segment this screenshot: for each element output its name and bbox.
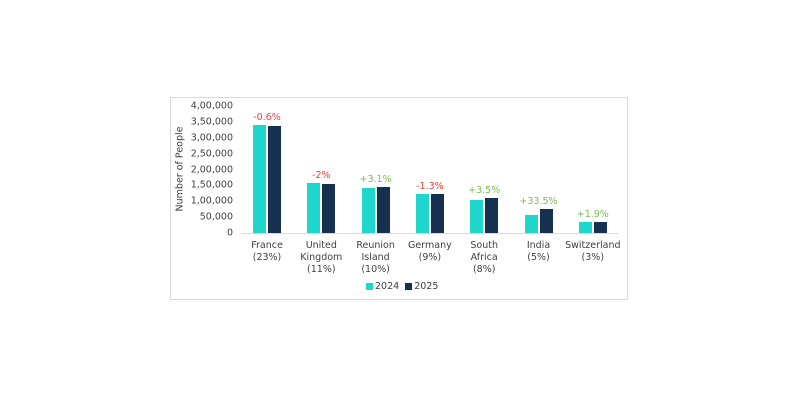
bar-2024: [524, 214, 538, 233]
legend-label-2024: 2024: [375, 281, 400, 292]
bar-2025: [322, 183, 336, 233]
legend: 2024 2025: [366, 281, 438, 292]
bar-2024: [361, 188, 375, 233]
category-label: France (23%): [251, 240, 283, 263]
y-tick-label: 0: [226, 227, 233, 239]
category-label: United Kingdom (11%): [300, 240, 343, 275]
y-tick-label: 3,50,000: [190, 116, 233, 128]
y-tick-label: 1,50,000: [190, 179, 233, 191]
y-tick-label: 50,000: [199, 211, 233, 223]
change-label: +3.1%: [359, 173, 392, 185]
y-tick-label: 1,00,000: [190, 195, 233, 207]
change-label: -1.3%: [416, 180, 444, 192]
legend-swatch-2024: [366, 283, 373, 290]
y-axis: 0 50,000 1,00,000 1,50,000 2,00,000 2,50,000 3…: [180, 0, 233, 400]
change-label: +33.5%: [519, 195, 558, 207]
bar-2025: [593, 221, 607, 233]
category-label: South Africa (8%): [470, 240, 498, 275]
bar-2024: [578, 222, 592, 233]
legend-label-2025: 2025: [414, 281, 439, 292]
category-label: Germany (9%): [408, 240, 452, 263]
category-label: Switzerland (3%): [565, 240, 621, 263]
change-label: -0.6%: [253, 112, 281, 124]
bar-2024: [415, 193, 429, 233]
change-label: +1.9%: [576, 208, 609, 220]
chart-frame: [170, 97, 628, 300]
x-axis-line: [241, 233, 618, 234]
bar-2025: [539, 208, 553, 233]
bar-2024: [253, 125, 266, 233]
legend-swatch-2025: [405, 283, 413, 290]
change-label: -2%: [312, 169, 331, 181]
category-label: India (5%): [526, 240, 551, 263]
bar-2025: [376, 186, 390, 233]
bar-2024: [470, 199, 484, 233]
bar-2024: [307, 182, 321, 233]
y-tick-label: 3,00,000: [190, 132, 233, 144]
bar-2025: [485, 198, 499, 233]
bar-2025: [430, 194, 444, 233]
bar-2025: [268, 126, 281, 233]
category-label: Reunion Island (10%): [356, 240, 395, 275]
y-tick-label: 2,00,000: [190, 164, 233, 175]
y-tick-label: 2,50,000: [190, 148, 233, 160]
y-tick-label: 4,00,000: [190, 100, 233, 112]
legend-item-2024: 2024: [366, 281, 399, 292]
change-label: +3.5%: [468, 185, 501, 197]
legend-item-2025: 2025: [405, 281, 438, 292]
